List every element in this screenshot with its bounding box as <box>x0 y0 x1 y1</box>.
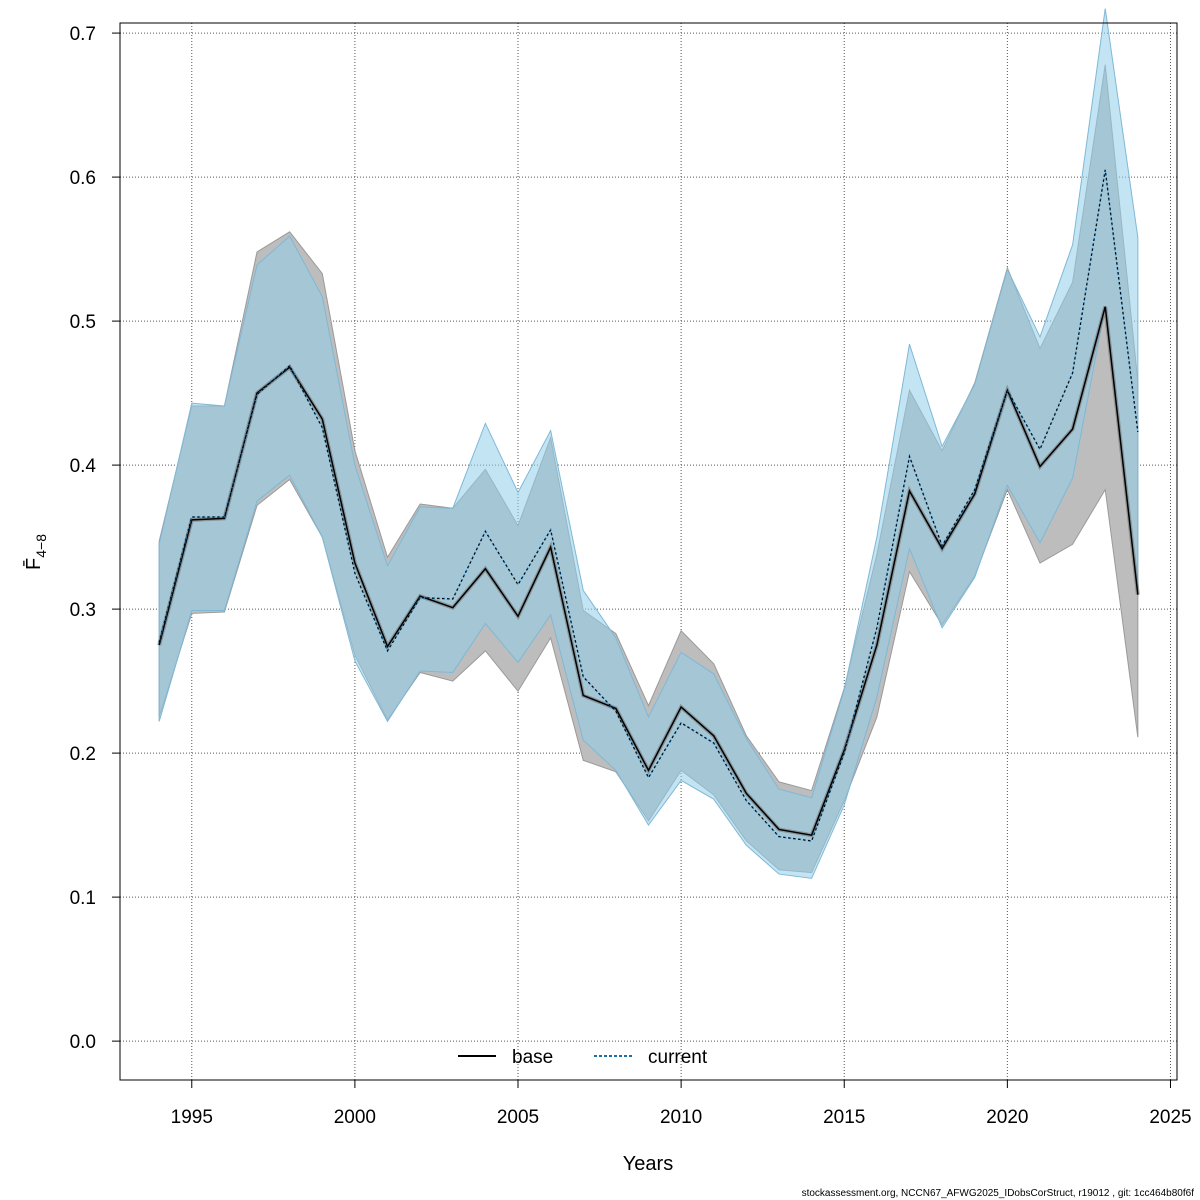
y-axis-title-subscript: 4−8 <box>33 534 49 558</box>
y-tick-label: 0.3 <box>70 600 96 621</box>
y-tick-label: 0.0 <box>70 1032 96 1053</box>
y-tick-label: 0.2 <box>70 744 96 765</box>
series-line-base <box>158 306 1139 837</box>
x-axis-ticks: 1995 2000 2005 2010 2015 2020 2025 <box>171 1080 1192 1128</box>
legend-label-base: base <box>512 1047 553 1068</box>
y-axis-title-main: F̄ <box>22 558 45 570</box>
legend-label-current: current <box>648 1047 708 1068</box>
y-tick-label: 0.7 <box>70 24 96 45</box>
y-axis-title: F̄4−8 <box>22 534 49 570</box>
y-tick-label: 0.5 <box>70 312 96 333</box>
plot-frame <box>119 22 1178 1081</box>
x-tick-label: 2010 <box>660 1107 702 1128</box>
y-tick-label: 0.4 <box>70 456 97 477</box>
svg-text:F̄4−8: F̄4−8 <box>22 534 49 570</box>
x-tick-label: 2005 <box>497 1107 539 1128</box>
x-tick-label: 2000 <box>334 1107 376 1128</box>
series-line-current-overlay <box>158 169 1139 842</box>
y-tick-label: 0.6 <box>70 168 96 189</box>
y-axis-ticks: 0.0 0.1 0.2 0.3 0.4 0.5 0.6 0.7 <box>70 24 120 1053</box>
x-axis-title: Years <box>623 1153 673 1175</box>
x-tick-label: 2020 <box>986 1107 1028 1128</box>
series-lines <box>157 169 1140 842</box>
x-tick-label: 2025 <box>1149 1107 1191 1128</box>
x-tick-label: 2015 <box>823 1107 865 1128</box>
y-tick-label: 0.1 <box>70 888 96 909</box>
legend: base current <box>458 1047 708 1068</box>
footer-note: stockassessment.org, NCCN67_AFWG2025_IDo… <box>802 1188 1195 1199</box>
x-tick-label: 1995 <box>171 1107 213 1128</box>
